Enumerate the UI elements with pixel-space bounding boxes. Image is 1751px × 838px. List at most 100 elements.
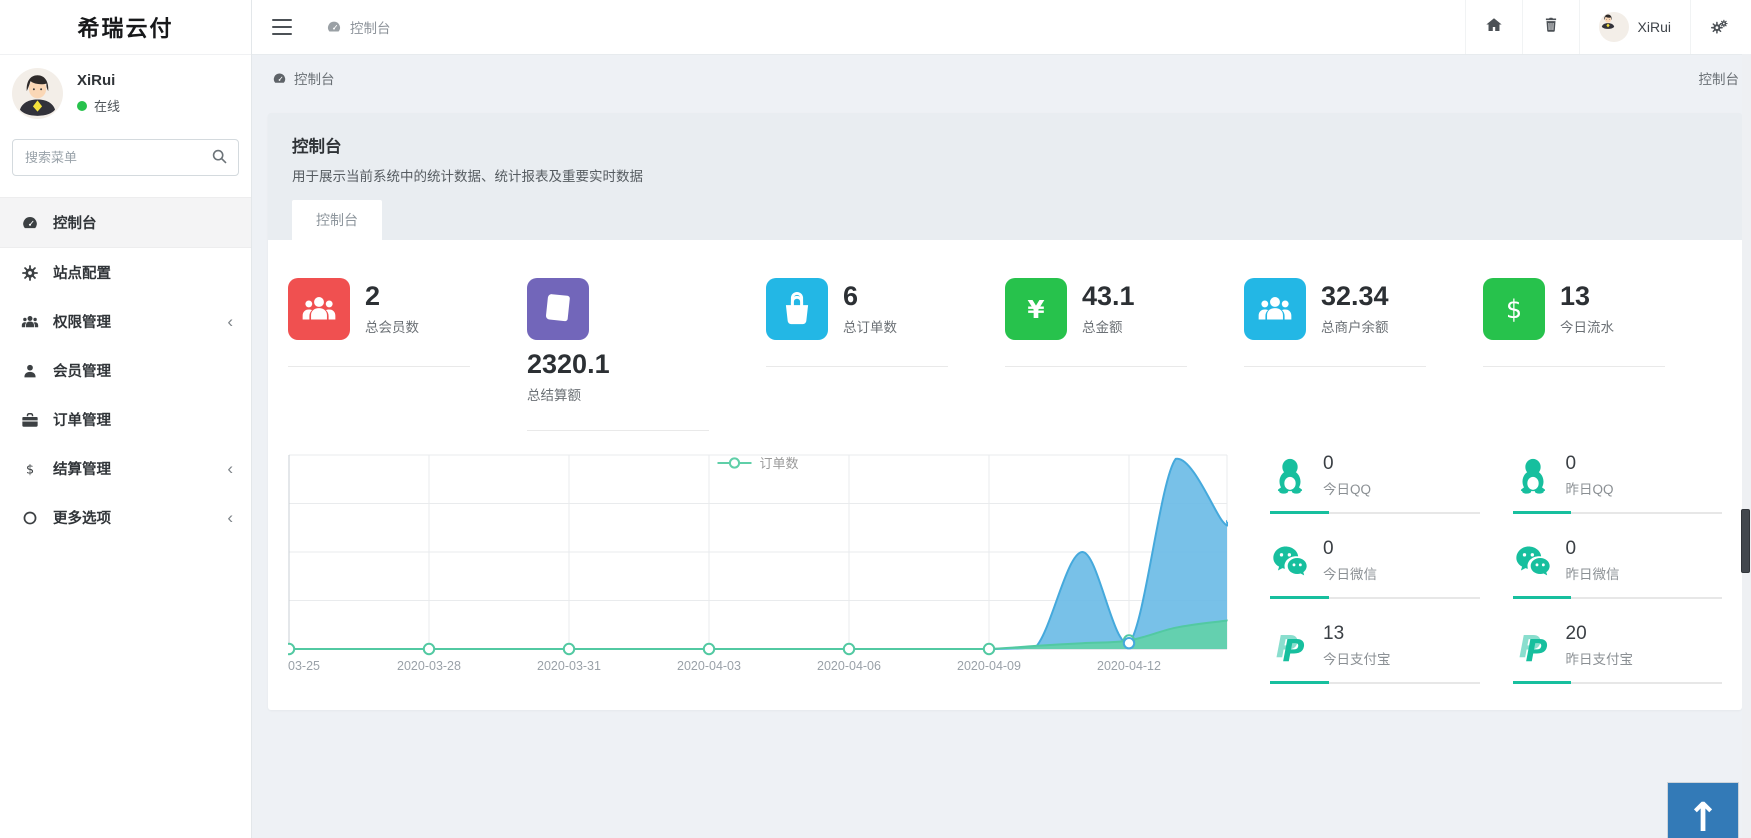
channel-stat-label: 昨日支付宝: [1565, 652, 1634, 668]
trash-button[interactable]: [1521, 0, 1579, 54]
channel-stat-row: P P 13 今日支付宝: [1270, 623, 1480, 669]
breadcrumb: 控制台 控制台: [252, 55, 1751, 101]
stat-label: 总会员数: [365, 320, 419, 336]
channel-stat-underline: [1512, 681, 1722, 685]
home-button[interactable]: [1464, 0, 1522, 54]
svg-text:2020-04-03: 2020-04-03: [677, 659, 741, 673]
sidebar-search: [12, 139, 239, 176]
users-icon: [288, 278, 350, 340]
user-menu-button[interactable]: XiRui: [1578, 0, 1690, 54]
channel-stat-label: 昨日微信: [1565, 567, 1620, 583]
book-icon: [527, 278, 589, 340]
orders-chart[interactable]: 订单数 03-25 2020-03-28 2020-03-31 2020-04-03 2…: [282, 453, 1229, 684]
tab-dashboard[interactable]: 控制台: [292, 200, 382, 240]
stat-main: $13 今日流水: [1483, 278, 1690, 340]
charts-row: 订单数 03-25 2020-03-28 2020-03-31 2020-04-03 2…: [282, 453, 1722, 685]
wechat-icon: [1270, 541, 1310, 581]
sidebar-item-label: 订单管理: [53, 413, 111, 429]
user-avatar: [12, 68, 63, 119]
sidebar-user-panel: XiRui 在线: [0, 55, 251, 129]
trash-icon: [1542, 16, 1560, 39]
svg-text:P: P: [1283, 634, 1305, 666]
channel-stat-qq: 0 昨日QQ: [1512, 453, 1722, 515]
wechat-icon: [1513, 541, 1553, 581]
dashboard-icon: [20, 213, 40, 233]
sidebar-item-dashboard[interactable]: 控制台: [0, 197, 251, 248]
user-avatar-small: [1598, 12, 1629, 42]
stat-main: 6 总订单数: [766, 278, 973, 340]
chart-legend[interactable]: 订单数: [717, 453, 799, 472]
sidebar-item-user[interactable]: 会员管理: [0, 346, 251, 395]
scroll-to-top-button[interactable]: ↑: [1667, 782, 1739, 838]
sidebar-item-users[interactable]: 权限管理 ‹: [0, 297, 251, 346]
topbar-tab-dashboard[interactable]: 控制台: [326, 17, 391, 37]
page-subtitle: 用于展示当前系统中的统计数据、统计报表及重要实时数据: [292, 169, 643, 184]
scrollbar-track[interactable]: [1741, 54, 1751, 838]
users-icon: [20, 312, 40, 332]
qq-icon: [1270, 456, 1310, 496]
channel-stat-label: 今日QQ: [1323, 482, 1372, 498]
yen-icon: ¥: [1005, 278, 1067, 340]
channel-stat-underline: [1270, 681, 1480, 685]
top-navbar: 控制台 XiRui: [252, 0, 1751, 55]
stat-divider: [1244, 366, 1427, 367]
stat-label: 总结算额: [527, 388, 581, 404]
stat-main: 2 总会员数: [288, 278, 495, 340]
svg-text:$: $: [1506, 295, 1522, 325]
channel-stat-underline: [1270, 596, 1480, 600]
settings-button[interactable]: [1690, 0, 1751, 54]
cogs-icon: [1710, 18, 1732, 37]
channel-stat-label: 今日支付宝: [1323, 652, 1391, 668]
search-input[interactable]: [12, 139, 239, 176]
channel-stat-value: 13: [1323, 623, 1345, 645]
hamburger-icon[interactable]: [272, 19, 292, 35]
user-name: XiRui: [77, 72, 116, 89]
stat-card: 32.34 总商户余额: [1244, 278, 1483, 367]
stat-value: 6: [843, 280, 859, 311]
chevron-left-icon: ‹: [227, 459, 233, 478]
brand-logo[interactable]: 希瑞云付: [0, 0, 251, 55]
sidebar-item-briefcase[interactable]: 订单管理: [0, 395, 251, 444]
stat-value: 13: [1560, 280, 1591, 311]
sidebar-item-circle[interactable]: 更多选项 ‹: [0, 493, 251, 542]
topbar-actions: XiRui: [1464, 0, 1751, 54]
svg-text:¥: ¥: [1027, 295, 1044, 324]
area-chart-canvas[interactable]: 03-25 2020-03-28 2020-03-31 2020-04-03 2020-…: [282, 453, 1229, 677]
circle-icon: [20, 508, 40, 528]
breadcrumb-dashboard-link[interactable]: 控制台: [272, 68, 335, 88]
sidebar-menu: 控制台 站点配置 权限管理 ‹ 会员管理 订单管理 $ 结算管理 ‹ 更多选项 ‹: [0, 197, 251, 542]
channel-stat-value: 20: [1565, 623, 1587, 645]
legend-marker-icon: [717, 457, 752, 469]
bag-icon: [766, 278, 828, 340]
sidebar-item-label: 控制台: [53, 216, 97, 232]
sidebar-item-label: 权限管理: [53, 315, 111, 331]
sidebar-item-label: 结算管理: [53, 462, 111, 478]
sidebar-item-label: 会员管理: [53, 364, 111, 380]
channel-stat-row: 0 今日微信: [1270, 538, 1480, 583]
scrollbar-thumb[interactable]: [1741, 509, 1750, 573]
user-status: 在线: [77, 96, 120, 115]
channel-stat-wechat: 0 今日微信: [1270, 538, 1480, 600]
online-dot-icon: [77, 100, 87, 111]
channel-stat-value: 0: [1323, 453, 1334, 475]
sidebar-item-dollar[interactable]: $ 结算管理 ‹: [0, 444, 251, 493]
search-icon: [210, 147, 229, 166]
content-area: 控制台 控制台 控制台 用于展示当前系统中的统计数据、统计报表及重要实时数据 控…: [252, 55, 1751, 838]
stat-label: 总商户余额: [1321, 320, 1389, 336]
svg-text:2020-03-31: 2020-03-31: [537, 659, 601, 673]
panel-header: 控制台 用于展示当前系统中的统计数据、统计报表及重要实时数据 控制台: [268, 113, 1742, 240]
channel-stat-value: 0: [1323, 538, 1334, 560]
sidebar-item-gear[interactable]: 站点配置: [0, 248, 251, 297]
stat-divider: [1483, 366, 1666, 367]
panel-body: 2 总会员数 2320.1 总结算额 6 总订单数 ¥43.1 总金额 32.34 总商户余额 $1…: [268, 240, 1742, 711]
stat-main: ¥43.1 总金额: [1005, 278, 1212, 340]
main-area: 控制台 XiRui 控制台 控制台: [252, 0, 1751, 838]
channel-stat-qq: 0 今日QQ: [1270, 453, 1480, 515]
gear-icon: [20, 263, 40, 283]
panel-tabs: 控制台: [292, 200, 1718, 240]
stat-value: 32.34: [1321, 280, 1389, 311]
stat-label: 总订单数: [843, 320, 897, 336]
